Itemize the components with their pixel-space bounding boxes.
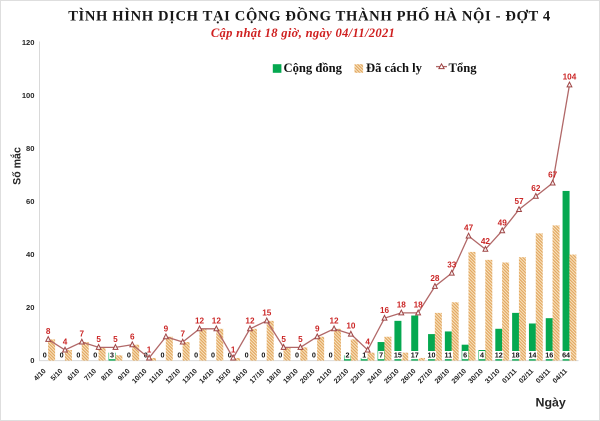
svg-text:0: 0 — [295, 350, 299, 359]
svg-text:60: 60 — [26, 197, 34, 206]
svg-text:1: 1 — [362, 350, 366, 359]
svg-text:TÌNH HÌNH DỊCH TẠI CỘNG ĐỒNG T: TÌNH HÌNH DỊCH TẠI CỘNG ĐỒNG THÀNH PHỐ H… — [68, 7, 551, 25]
svg-text:11: 11 — [445, 350, 453, 359]
svg-text:0: 0 — [278, 350, 282, 359]
svg-text:18: 18 — [512, 350, 520, 359]
svg-text:0: 0 — [177, 350, 181, 359]
svg-text:0: 0 — [76, 350, 80, 359]
svg-text:Ngày: Ngày — [536, 396, 566, 410]
svg-text:5: 5 — [298, 335, 303, 344]
svg-text:0: 0 — [261, 350, 265, 359]
svg-text:10: 10 — [428, 350, 436, 359]
svg-text:Đã cách ly: Đã cách ly — [366, 61, 423, 75]
svg-text:47: 47 — [464, 224, 474, 233]
svg-text:0: 0 — [329, 350, 333, 359]
svg-text:5: 5 — [96, 335, 101, 344]
svg-text:0: 0 — [30, 356, 34, 365]
svg-text:5: 5 — [113, 335, 118, 344]
svg-text:80: 80 — [26, 144, 34, 153]
svg-text:7: 7 — [379, 350, 383, 359]
svg-text:0: 0 — [127, 350, 131, 359]
svg-text:28: 28 — [430, 274, 440, 283]
svg-text:12: 12 — [495, 350, 503, 359]
svg-text:0: 0 — [43, 350, 47, 359]
svg-text:120: 120 — [22, 38, 35, 47]
svg-text:16: 16 — [545, 350, 553, 359]
svg-text:0: 0 — [60, 350, 64, 359]
svg-text:67: 67 — [548, 171, 558, 180]
svg-text:18: 18 — [397, 300, 407, 309]
svg-text:15: 15 — [394, 350, 402, 359]
svg-text:Cộng đồng: Cộng đồng — [284, 61, 343, 75]
svg-text:6: 6 — [130, 332, 135, 341]
svg-text:4: 4 — [480, 350, 484, 359]
svg-text:6: 6 — [463, 350, 467, 359]
svg-text:12: 12 — [212, 316, 222, 325]
svg-text:104: 104 — [563, 73, 577, 82]
svg-text:12: 12 — [330, 316, 340, 325]
svg-text:0: 0 — [93, 350, 97, 359]
svg-text:8: 8 — [46, 327, 51, 336]
svg-text:Tổng: Tổng — [449, 61, 478, 75]
svg-text:17: 17 — [411, 350, 419, 359]
svg-text:0: 0 — [312, 350, 316, 359]
svg-text:9: 9 — [315, 324, 320, 333]
svg-text:18: 18 — [414, 300, 424, 309]
svg-text:12: 12 — [245, 316, 255, 325]
svg-text:10: 10 — [346, 322, 356, 331]
svg-text:42: 42 — [481, 237, 491, 246]
svg-text:33: 33 — [447, 261, 457, 270]
svg-text:64: 64 — [562, 350, 570, 359]
svg-text:1: 1 — [147, 346, 152, 355]
svg-text:0: 0 — [194, 350, 198, 359]
svg-text:40: 40 — [26, 250, 34, 259]
svg-text:Số mắc: Số mắc — [11, 147, 24, 185]
svg-text:15: 15 — [262, 308, 272, 317]
svg-text:1: 1 — [231, 346, 236, 355]
svg-text:7: 7 — [80, 330, 85, 339]
svg-text:4: 4 — [365, 338, 370, 347]
svg-text:12: 12 — [195, 316, 205, 325]
svg-text:3: 3 — [110, 350, 114, 359]
svg-text:7: 7 — [180, 330, 185, 339]
svg-text:0: 0 — [211, 350, 215, 359]
svg-text:Cập nhật 18 giờ, ngày 04/11/20: Cập nhật 18 giờ, ngày 04/11/2021 — [211, 26, 395, 40]
svg-text:9: 9 — [164, 324, 169, 333]
svg-text:57: 57 — [514, 197, 524, 206]
svg-text:49: 49 — [498, 218, 508, 227]
svg-text:100: 100 — [22, 91, 35, 100]
svg-text:20: 20 — [26, 303, 34, 312]
svg-text:62: 62 — [531, 184, 541, 193]
svg-text:14: 14 — [528, 350, 536, 359]
svg-text:5: 5 — [281, 335, 286, 344]
svg-text:16: 16 — [380, 306, 390, 315]
svg-text:0: 0 — [161, 350, 165, 359]
svg-text:0: 0 — [228, 350, 232, 359]
svg-text:2: 2 — [345, 350, 349, 359]
svg-text:4: 4 — [63, 338, 68, 347]
svg-text:0: 0 — [245, 350, 249, 359]
